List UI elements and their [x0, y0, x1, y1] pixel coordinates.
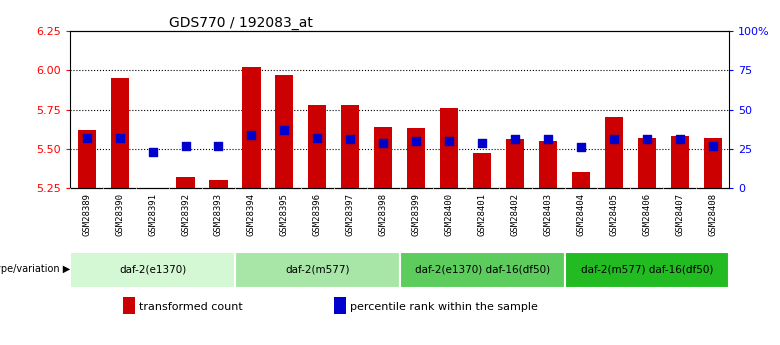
- FancyBboxPatch shape: [70, 252, 235, 288]
- Text: GSM28401: GSM28401: [477, 193, 487, 236]
- Point: [640, 137, 653, 142]
- Point: [542, 137, 555, 142]
- Bar: [704, 138, 722, 188]
- Bar: [572, 172, 590, 188]
- Point: [674, 137, 686, 142]
- Bar: [176, 177, 194, 188]
- Text: GSM28399: GSM28399: [412, 193, 420, 236]
- Text: GSM28398: GSM28398: [379, 193, 388, 236]
- Text: genotype/variation ▶: genotype/variation ▶: [0, 264, 70, 274]
- Bar: [78, 130, 96, 188]
- FancyBboxPatch shape: [565, 252, 729, 288]
- Text: GSM28400: GSM28400: [445, 193, 454, 236]
- Text: daf-2(e1370): daf-2(e1370): [119, 264, 186, 274]
- Bar: [308, 105, 326, 188]
- FancyBboxPatch shape: [400, 252, 565, 288]
- Point: [245, 132, 257, 137]
- Text: GSM28395: GSM28395: [280, 193, 289, 236]
- Text: GSM28402: GSM28402: [511, 193, 519, 236]
- Text: GSM28397: GSM28397: [346, 193, 355, 236]
- Point: [410, 138, 423, 144]
- Text: GDS770 / 192083_at: GDS770 / 192083_at: [169, 16, 313, 30]
- Text: GSM28390: GSM28390: [115, 193, 124, 236]
- Text: GSM28403: GSM28403: [544, 193, 552, 236]
- Text: GSM28394: GSM28394: [247, 193, 256, 236]
- Point: [476, 140, 488, 145]
- Point: [509, 137, 521, 142]
- Point: [575, 145, 587, 150]
- Text: percentile rank within the sample: percentile rank within the sample: [350, 302, 538, 312]
- Text: GSM28404: GSM28404: [576, 193, 586, 236]
- Point: [311, 135, 324, 140]
- Point: [80, 135, 93, 140]
- Point: [443, 138, 456, 144]
- Text: GSM28393: GSM28393: [214, 193, 223, 236]
- Bar: [638, 138, 656, 188]
- FancyBboxPatch shape: [235, 252, 400, 288]
- Text: GSM28392: GSM28392: [181, 193, 190, 236]
- Bar: [111, 78, 129, 188]
- Text: daf-2(e1370) daf-16(df50): daf-2(e1370) daf-16(df50): [415, 264, 550, 274]
- Text: GSM28391: GSM28391: [148, 193, 157, 236]
- Bar: [275, 75, 293, 188]
- Bar: [671, 136, 689, 188]
- Point: [608, 137, 620, 142]
- Text: transformed count: transformed count: [140, 302, 243, 312]
- Point: [113, 135, 126, 140]
- Point: [278, 127, 291, 133]
- Bar: [123, 297, 135, 315]
- Bar: [334, 297, 346, 315]
- Point: [147, 149, 159, 155]
- Bar: [374, 127, 392, 188]
- Text: GSM28396: GSM28396: [313, 193, 322, 236]
- Point: [212, 143, 225, 148]
- Text: GSM28405: GSM28405: [609, 193, 619, 236]
- Bar: [506, 139, 524, 188]
- Text: GSM28408: GSM28408: [708, 193, 718, 236]
- Text: daf-2(m577): daf-2(m577): [285, 264, 349, 274]
- Bar: [539, 141, 557, 188]
- Text: GSM28407: GSM28407: [675, 193, 684, 236]
- Bar: [473, 154, 491, 188]
- Bar: [440, 108, 458, 188]
- Point: [377, 140, 389, 145]
- Text: GSM28389: GSM28389: [82, 193, 91, 236]
- Bar: [605, 117, 623, 188]
- Point: [344, 137, 356, 142]
- Text: daf-2(m577) daf-16(df50): daf-2(m577) daf-16(df50): [581, 264, 713, 274]
- Point: [707, 143, 719, 148]
- Bar: [210, 180, 228, 188]
- Bar: [342, 105, 360, 188]
- Point: [179, 143, 192, 148]
- Text: GSM28406: GSM28406: [643, 193, 651, 236]
- Bar: [243, 67, 261, 188]
- Bar: [407, 128, 425, 188]
